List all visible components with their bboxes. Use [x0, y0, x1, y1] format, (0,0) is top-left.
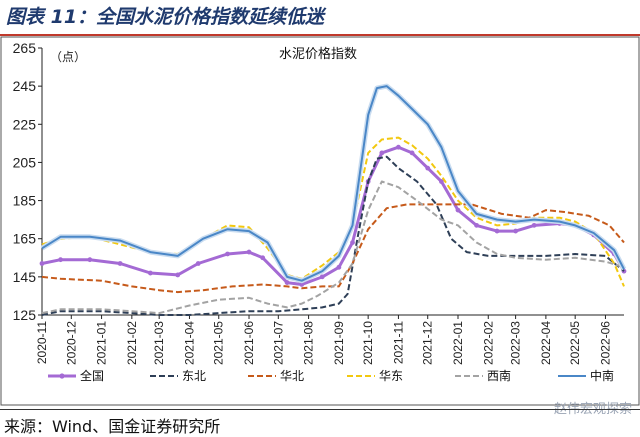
x-tick-label: 2021-01	[95, 321, 109, 365]
x-tick-label: 2022-06	[598, 321, 612, 365]
y-tick-label: 145	[13, 269, 37, 285]
legend-label-东北: 东北	[182, 369, 206, 383]
series-point-全国	[246, 249, 252, 255]
legend-label-中南: 中南	[590, 368, 614, 383]
x-tick-label: 2021-04	[182, 321, 196, 365]
x-tick-label: 2021-03	[152, 321, 166, 365]
series-point-全国	[379, 150, 385, 156]
y-tick-label: 205	[13, 154, 37, 170]
legend-label-华北: 华北	[280, 369, 304, 383]
x-tick-label: 2021-12	[421, 321, 435, 365]
series-point-全国	[494, 228, 500, 234]
x-tick-label: 2022-03	[509, 321, 523, 365]
series-point-全国	[350, 240, 355, 245]
y-tick-label: 265	[13, 40, 37, 56]
x-tick-label: 2022-02	[481, 321, 495, 365]
axes: 125 145 165 185 205 225 245 265 2020-11 2020-12 20…	[13, 40, 624, 365]
series-line-东北	[41, 155, 625, 316]
x-tick-label: 2021-11	[391, 321, 405, 364]
x-tick-label: 2021-07	[271, 321, 285, 365]
chart-frame	[0, 36, 640, 406]
series-point-全国	[474, 222, 479, 228]
x-tick-label: 2021-06	[242, 321, 256, 365]
series-line-中南	[41, 85, 625, 282]
watermark: 赵伟宏观探索	[553, 402, 632, 417]
legend-marker-全国	[59, 373, 65, 379]
series-point-全国	[39, 261, 45, 266]
series-point-全国	[225, 251, 230, 257]
source-note: 来源：Wind、国金证券研究所	[4, 417, 221, 436]
legend-label-西南: 西南	[487, 368, 511, 383]
x-tick-label: 2022-05	[568, 321, 582, 365]
title-rule	[0, 34, 640, 36]
series-point-全国	[455, 207, 461, 213]
series-point-全国	[319, 274, 325, 280]
y-tick-label: 245	[13, 78, 37, 94]
series-point-全国	[175, 272, 181, 278]
x-tick-label: 2022-01	[451, 321, 465, 365]
series-point-全国	[260, 255, 266, 261]
footer-rule	[0, 409, 640, 410]
chart-title: 水泥价格指数	[279, 46, 357, 62]
x-tick-label: 2021-05	[212, 321, 226, 365]
y-tick-label: 185	[13, 193, 37, 209]
x-tick-label: 2021-09	[332, 321, 346, 365]
x-tick-label: 2021-08	[302, 321, 316, 365]
unit-label: （点）	[50, 50, 86, 64]
series-point-全国	[284, 280, 290, 285]
legend-label-全国: 全国	[80, 368, 104, 383]
x-tick-label: 2021-02	[125, 321, 139, 365]
series-point-全国	[425, 165, 431, 171]
figure-title: 图表 11：全国水泥价格指数延续低迷	[6, 6, 325, 28]
series-point-全国	[438, 179, 444, 184]
series-point-全国	[117, 261, 123, 266]
series-point-全国	[531, 222, 537, 228]
y-tick-label: 125	[13, 307, 37, 323]
series-line-华北	[41, 203, 625, 294]
series-point-全国	[58, 257, 63, 263]
legend-label-华东: 华东	[379, 369, 403, 383]
series-point-全国	[147, 270, 153, 276]
x-tick-label: 2020-12	[64, 321, 78, 365]
series-point-全国	[299, 282, 305, 287]
series-line-西南	[41, 180, 625, 315]
series-point-全国	[87, 257, 93, 263]
legend: 全国 东北 华北 华东 西南 中南	[48, 368, 614, 383]
series-point-全国	[336, 264, 342, 270]
y-tick-label: 225	[13, 116, 37, 132]
chart-canvas: 125 145 165 185 205 225 245 265 2020-11 2020-12 20…	[0, 36, 640, 406]
series-glow-中南	[40, 83, 627, 284]
series-point-全国	[409, 150, 415, 156]
x-tick-label: 2021-10	[361, 321, 375, 365]
series-point-全国	[396, 144, 401, 150]
x-tick-label: 2020-11	[35, 321, 49, 364]
series-point-全国	[195, 261, 201, 266]
y-tick-label: 165	[13, 231, 37, 247]
x-tick-label: 2022-04	[539, 321, 553, 365]
series-layer	[39, 83, 627, 316]
series-point-全国	[513, 228, 519, 234]
